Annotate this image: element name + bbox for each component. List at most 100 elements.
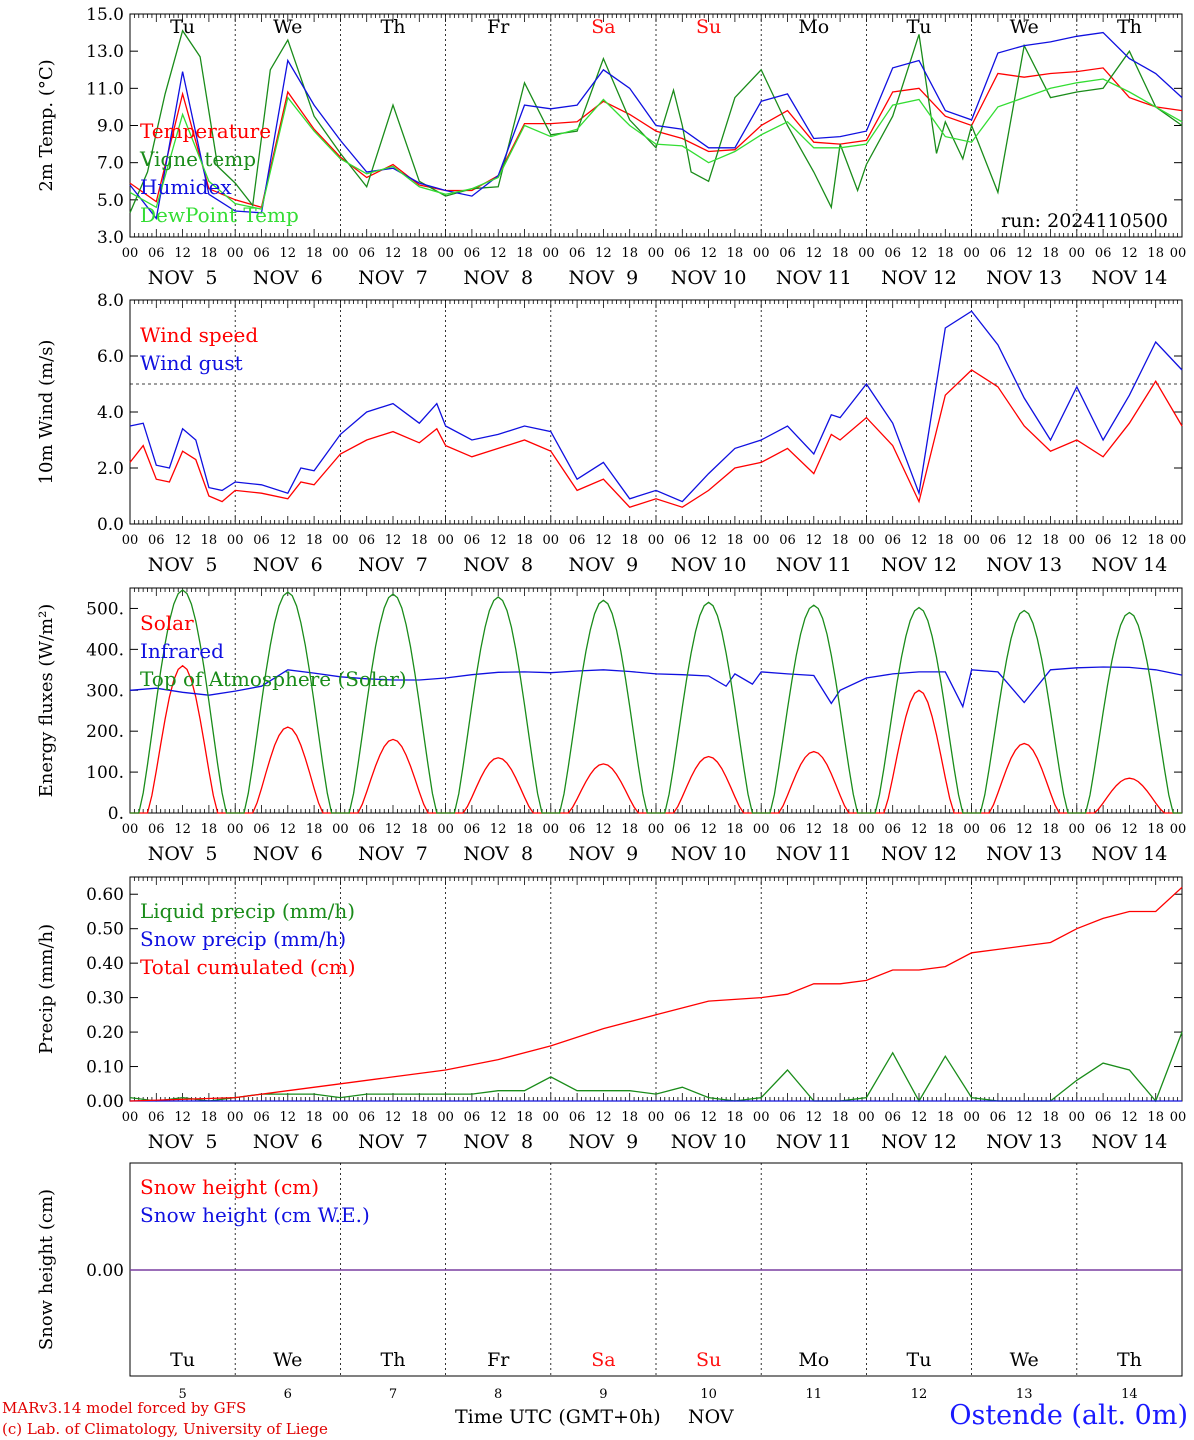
day-number-label: 11 — [806, 1387, 823, 1402]
hour-tick-label: 00 — [858, 533, 875, 548]
hour-tick-label: 18 — [727, 533, 744, 548]
y-tick-label: 0.30 — [86, 989, 124, 1009]
y-tick-label: 4.0 — [97, 403, 124, 423]
hour-tick-label: 12 — [700, 1110, 717, 1125]
weekday-label: Fr — [487, 1349, 510, 1371]
hour-tick-label: 00 — [122, 533, 139, 548]
hour-tick-label: 00 — [227, 1110, 244, 1125]
hour-tick-label: 12 — [280, 1110, 297, 1125]
model-credit: MARv3.14 model forced by GFS — [2, 1399, 247, 1417]
hour-tick-label: 12 — [1016, 533, 1033, 548]
date-label: NOV 13 — [986, 267, 1062, 289]
hour-tick-label: 18 — [201, 246, 218, 261]
series-line-wind-gust — [129, 310, 1183, 503]
y-tick-label: 300. — [86, 681, 124, 701]
hour-tick-label: 00 — [1069, 822, 1086, 837]
hour-tick-label: 06 — [674, 246, 691, 261]
legend-entry: Liquid precip (mm/h) — [140, 899, 355, 923]
hour-tick-label: 00 — [437, 822, 454, 837]
weekday-label: Tu — [907, 16, 932, 38]
y-tick-label: 0.20 — [86, 1023, 124, 1043]
y-tick-label: 7.0 — [97, 154, 124, 174]
legend-entry: DewPoint Temp — [140, 203, 299, 227]
hour-tick-label: 18 — [937, 533, 954, 548]
hour-tick-label: 00 — [648, 533, 665, 548]
weekday-label: Th — [381, 16, 406, 38]
hour-tick-label: 00 — [1069, 246, 1086, 261]
hour-tick-label: 18 — [306, 246, 323, 261]
weekday-label: Th — [1117, 1349, 1142, 1371]
hour-tick-label: 06 — [1095, 246, 1112, 261]
hour-tick-label: 06 — [779, 246, 796, 261]
weekday-label: Fr — [487, 16, 510, 38]
series-line-humidex — [129, 31, 1183, 220]
hour-tick-label: 06 — [779, 1110, 796, 1125]
hour-tick-label: 00 — [648, 1110, 665, 1125]
hour-tick-label: 00 — [858, 246, 875, 261]
hour-tick-label: 06 — [148, 533, 165, 548]
legend-entry: Infrared — [140, 639, 224, 663]
hour-tick-label: 00 — [963, 1110, 980, 1125]
hour-tick-label: 12 — [385, 822, 402, 837]
date-label: NOV 8 — [463, 1131, 533, 1153]
hour-tick-label: 12 — [700, 533, 717, 548]
weekday-label: Tu — [170, 1349, 195, 1371]
hour-tick-label: 06 — [148, 1110, 165, 1125]
date-label: NOV 11 — [776, 554, 852, 576]
hour-tick-label: 18 — [832, 822, 849, 837]
hour-tick-label: 18 — [621, 533, 638, 548]
hour-tick-label: 06 — [464, 1110, 481, 1125]
weekday-label: Tu — [907, 1349, 932, 1371]
weekday-label: Tu — [170, 16, 195, 38]
date-label: NOV 5 — [148, 1131, 218, 1153]
hour-tick-label: 12 — [1121, 533, 1138, 548]
series-line-vigne-temp — [129, 29, 1183, 214]
y-tick-label: 200. — [86, 722, 124, 742]
hour-tick-label: 12 — [595, 822, 612, 837]
day-number-label: 6 — [284, 1387, 292, 1402]
hour-tick-label: 06 — [464, 533, 481, 548]
y-tick-label: 11.0 — [86, 79, 124, 99]
hour-tick-label: 12 — [174, 822, 191, 837]
date-label: NOV 7 — [358, 843, 428, 865]
hour-tick-label: 06 — [884, 822, 901, 837]
hour-tick-label: 00 — [858, 822, 875, 837]
hour-tick-label: 18 — [832, 1110, 849, 1125]
station-name: Ostende (alt. 0m) — [949, 1400, 1188, 1431]
y-tick-label: 13.0 — [86, 42, 124, 62]
hour-tick-label: 00 — [753, 1110, 770, 1125]
y-tick-label: 100. — [86, 763, 124, 783]
y-tick-label: 15.0 — [86, 5, 124, 25]
date-label: NOV 12 — [881, 267, 957, 289]
hour-tick-label: 06 — [884, 1110, 901, 1125]
hour-tick-label: 18 — [201, 533, 218, 548]
hour-tick-label: 06 — [253, 822, 270, 837]
hour-tick-label: 00 — [543, 822, 560, 837]
y-axis-label: Energy fluxes (W/m²) — [36, 604, 57, 798]
hour-tick-label: 06 — [674, 1110, 691, 1125]
hour-tick-label: 00 — [543, 533, 560, 548]
hour-tick-label: 12 — [385, 533, 402, 548]
hour-tick-label: 18 — [1042, 533, 1059, 548]
hour-tick-label: 00 — [858, 1110, 875, 1125]
hour-tick-label: 12 — [1016, 822, 1033, 837]
weekday-label: We — [1010, 16, 1039, 38]
month-label: NOV — [688, 1406, 734, 1428]
weekday-label: We — [1010, 1349, 1039, 1371]
date-label: NOV 6 — [253, 554, 323, 576]
hour-tick-label: 18 — [306, 822, 323, 837]
hour-tick-label: 06 — [990, 533, 1007, 548]
hour-tick-label: 00 — [122, 246, 139, 261]
day-number-label: 7 — [389, 1387, 397, 1402]
legend-entry: Humidex — [140, 175, 232, 199]
hour-tick-label: 18 — [832, 246, 849, 261]
date-label: NOV 5 — [148, 267, 218, 289]
date-label: NOV 13 — [986, 554, 1062, 576]
hour-tick-label: 00 — [122, 822, 139, 837]
hour-tick-label: 06 — [884, 246, 901, 261]
date-label: NOV 7 — [358, 1131, 428, 1153]
hour-tick-label: 18 — [621, 822, 638, 837]
date-label: NOV 6 — [253, 843, 323, 865]
hour-tick-label: 06 — [148, 246, 165, 261]
hour-tick-label: 06 — [569, 822, 586, 837]
